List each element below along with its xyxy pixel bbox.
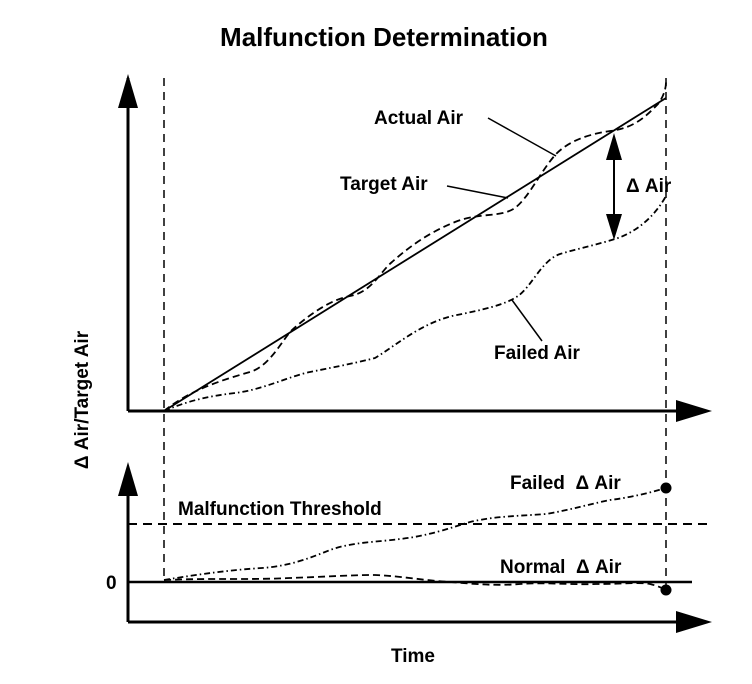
delta-air-arrow-down-icon bbox=[606, 214, 622, 240]
bottom-y-axis-arrow-icon bbox=[118, 462, 138, 496]
failed-delta-air-label: Failed Δ Air bbox=[510, 473, 621, 494]
failed-air-leader bbox=[511, 299, 543, 342]
normal-delta-air-curve bbox=[163, 574, 667, 591]
target-air-line bbox=[163, 97, 667, 412]
zero-label: 0 bbox=[106, 573, 117, 594]
actual-air-leader bbox=[487, 117, 557, 157]
target-air-label: Target Air bbox=[340, 174, 428, 195]
failed-air-curve bbox=[163, 195, 667, 412]
failed-air-label: Failed Air bbox=[494, 343, 580, 364]
failed-delta-air-endpoint bbox=[660, 482, 672, 494]
actual-air-curve bbox=[163, 81, 667, 412]
diagram-title: Malfunction Determination bbox=[220, 22, 548, 52]
delta-air-arrow-up-icon bbox=[606, 133, 622, 160]
target-air-leader bbox=[446, 185, 509, 199]
normal-delta-air-label: Normal Δ Air bbox=[500, 557, 622, 578]
delta-air-label: Δ Air bbox=[626, 176, 672, 197]
y-axis-label: Δ Air/Target Air bbox=[72, 330, 93, 469]
actual-air-label: Actual Air bbox=[374, 108, 464, 129]
normal-delta-air-endpoint bbox=[660, 584, 672, 596]
malfunction-threshold-label: Malfunction Threshold bbox=[178, 499, 382, 520]
failed-delta-air-curve bbox=[163, 487, 667, 581]
x-axis-label: Time bbox=[391, 646, 435, 667]
top-y-axis-arrow-icon bbox=[118, 74, 138, 108]
top-x-axis-arrow-icon bbox=[676, 400, 712, 422]
bottom-x-axis-arrow-icon bbox=[676, 611, 712, 633]
